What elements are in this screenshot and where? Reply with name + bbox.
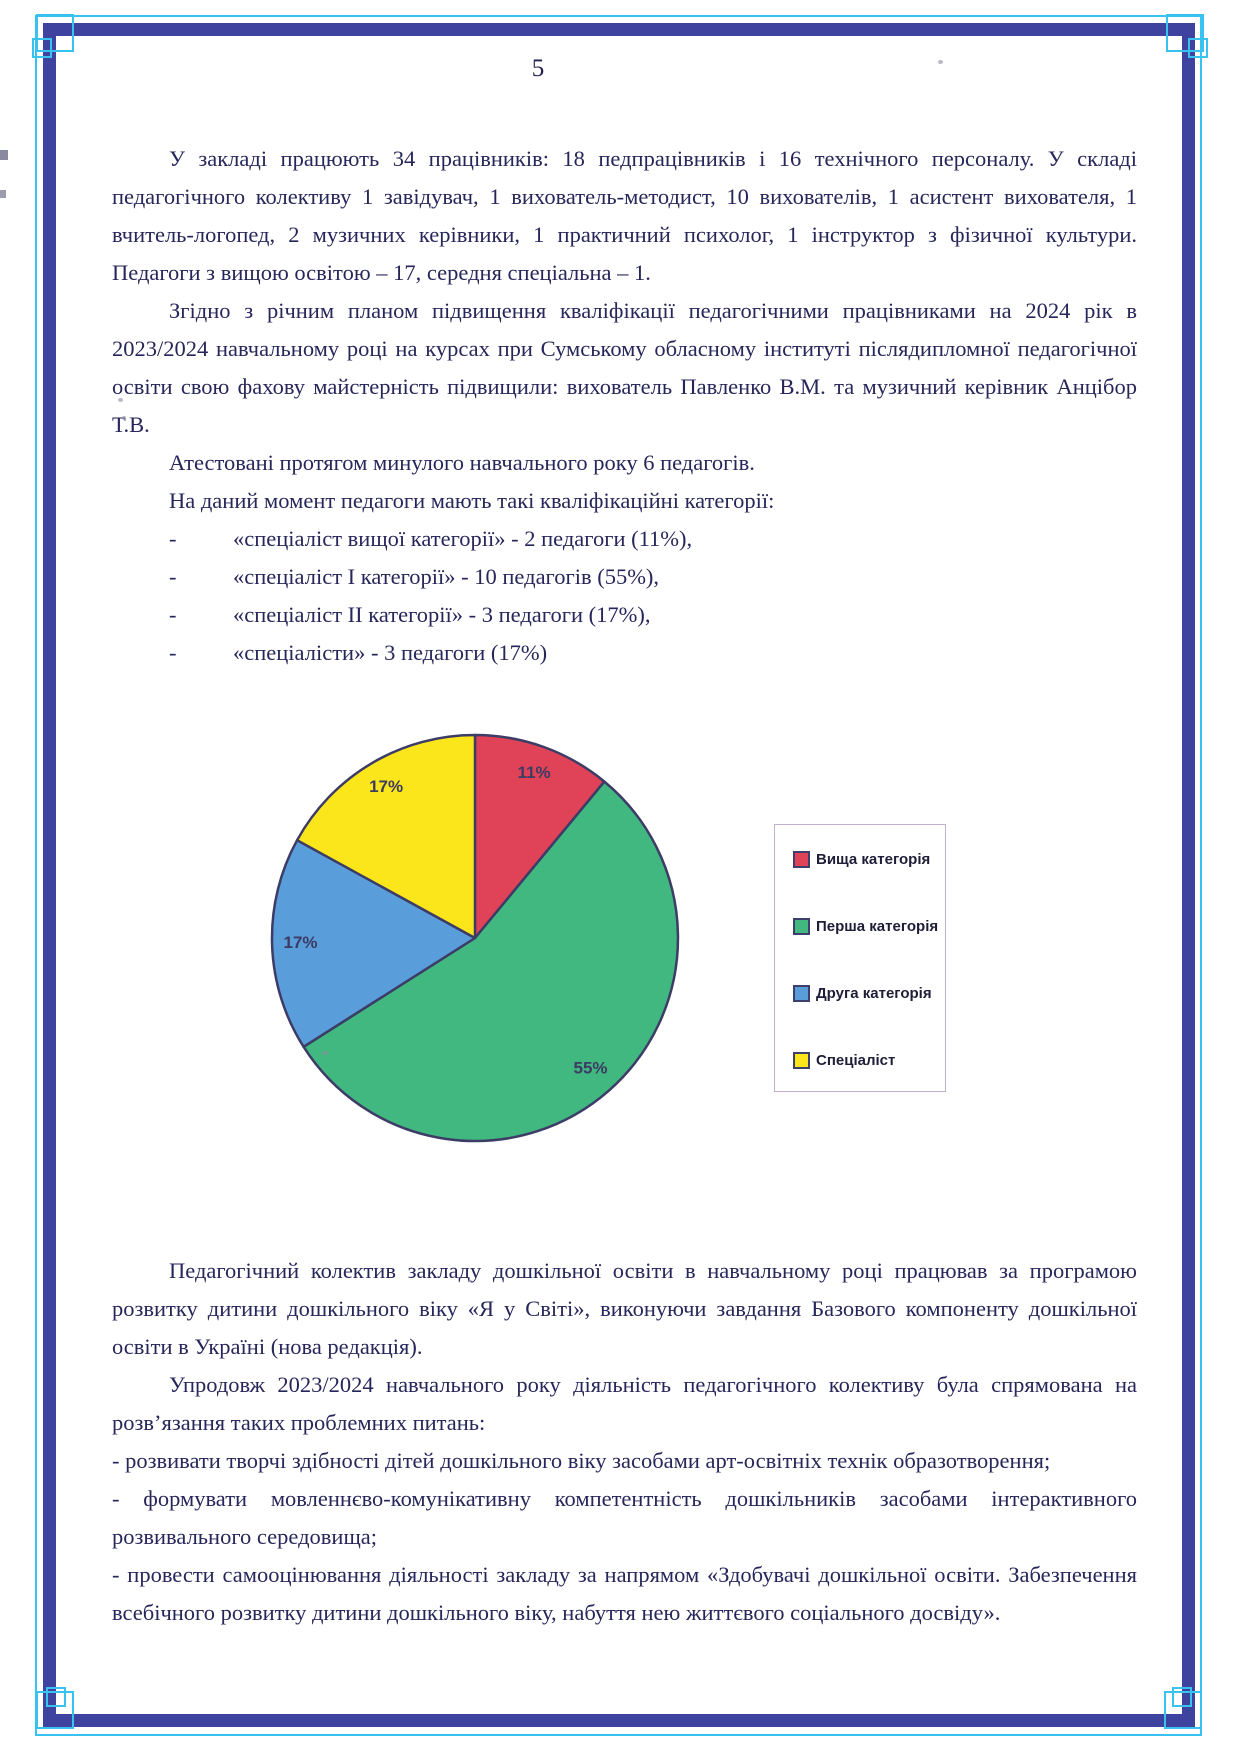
- paragraph-categories-intro: На даний момент педагоги мають такі квал…: [169, 488, 775, 513]
- legend-marker-green: [793, 917, 810, 935]
- scan-speck: [118, 398, 123, 402]
- legend-marker-red: [793, 850, 810, 868]
- dash-marker: -: [169, 526, 177, 551]
- corner-ornament-inner-square: [32, 38, 52, 58]
- paragraph-qualification-plan: Згідно з річним планом підвищення кваліф…: [112, 298, 1137, 437]
- paragraph-task-art: - розвивати творчі здібності дітей дошкі…: [112, 1448, 1051, 1473]
- pie-slice-0: [473, 733, 606, 940]
- qualification-item-text: «спеціалісти» - 3 педагоги (17%): [233, 640, 548, 665]
- scan-speck: [0, 190, 6, 198]
- corner-ornament-top-right: [1166, 14, 1208, 58]
- qualification-list-item: - «спеціаліст вищої категорії» - 2 педаг…: [112, 520, 1137, 558]
- scan-speck: [122, 416, 126, 420]
- corner-ornament-bottom-left: [36, 1687, 74, 1729]
- corner-ornament-inner-square: [1188, 38, 1208, 58]
- pie-slice-2: [270, 838, 477, 1049]
- scan-speck: [938, 60, 943, 64]
- legend-item-druha-katehoriia: Друга категорія: [793, 983, 945, 1003]
- paragraph-program: Педагогічний колектив закладу дошкільної…: [112, 1258, 1137, 1359]
- legend-label: Спеціаліст: [816, 1051, 896, 1069]
- pie-slice-3: [295, 733, 477, 940]
- corner-ornament-top-left: [32, 14, 74, 58]
- pie-slice-1: [302, 780, 680, 1143]
- legend-item-persha-katehoriia: Перша категорія: [793, 916, 945, 936]
- scan-speck: [322, 1051, 328, 1055]
- paragraph-staff-overview: У закладі працюють 34 працівників: 18 пе…: [112, 146, 1137, 285]
- corner-ornament-bottom-right: [1164, 1687, 1202, 1729]
- legend-marker-yellow: [793, 1051, 810, 1069]
- qualification-list-item: - «спеціалісти» - 3 педагоги (17%): [112, 634, 1137, 672]
- paragraph-year-activity: Упродовж 2023/2024 навчального року діял…: [112, 1372, 1137, 1435]
- legend-item-spetsialist: Спеціаліст: [793, 1050, 945, 1070]
- qualification-item-text: «спеціаліст І категорії» - 10 педагогів …: [233, 564, 660, 589]
- pie-value-label-1: 55%: [573, 1058, 607, 1077]
- page-number: 5: [531, 55, 545, 82]
- qualification-item-text: «спеціаліст ІІ категорії» - 3 педагоги (…: [233, 602, 651, 627]
- paragraph-attested: Атестовані протягом минулого навчального…: [169, 450, 755, 475]
- qualification-item-text: «спеціаліст вищої категорії» - 2 педагог…: [233, 526, 693, 551]
- qualification-list-item: - «спеціаліст І категорії» - 10 педагогі…: [112, 558, 1137, 596]
- pie-chart-svg: 11% 55% 17% 17%: [270, 733, 680, 1143]
- legend-label: Друга категорія: [816, 984, 932, 1002]
- paragraph-task-selfassessment: - провести самооцінювання діяльності зак…: [112, 1562, 1137, 1625]
- legend-label: Перша категорія: [816, 917, 939, 935]
- corner-ornament-inner-square: [46, 1687, 66, 1707]
- scan-speck: [0, 150, 8, 160]
- dash-marker: -: [169, 640, 177, 665]
- pie-value-label-2: 17%: [283, 933, 317, 952]
- corner-ornament-inner-square: [1172, 1687, 1192, 1707]
- legend-marker-blue: [793, 984, 810, 1002]
- dash-marker: -: [169, 602, 177, 627]
- upper-text-block: У закладі працюють 34 працівників: 18 пе…: [112, 140, 1137, 672]
- dash-marker: -: [169, 564, 177, 589]
- pie-value-label-0: 11%: [518, 763, 551, 782]
- paragraph-task-speech: - формувати мовленнєво-комунікативну ком…: [112, 1486, 1137, 1549]
- qualification-list-item: - «спеціаліст ІІ категорії» - 3 педагоги…: [112, 596, 1137, 634]
- lower-text-block: Педагогічний колектив закладу дошкільної…: [112, 1252, 1137, 1632]
- legend-label: Вища категорія: [816, 850, 931, 868]
- legend-item-vyshcha-katehoriia: Вища категорія: [793, 849, 945, 869]
- pie-value-label-3: 17%: [369, 777, 403, 796]
- chart-legend: Вища категорія Перша категорія Друга кат…: [774, 824, 946, 1092]
